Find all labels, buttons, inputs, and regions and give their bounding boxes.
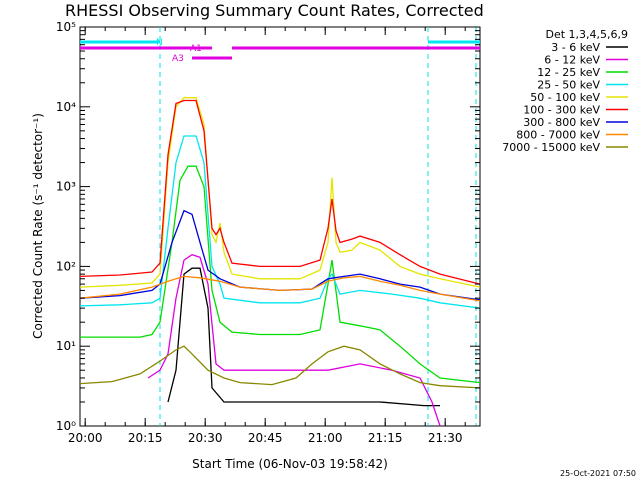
x-tick-label: 20:15	[128, 431, 163, 445]
plot-frame	[79, 26, 481, 427]
y-tick-label: 10⁰	[56, 419, 76, 433]
y-tick-label: 10³	[56, 180, 76, 194]
data-series	[79, 97, 481, 427]
legend-entry-label: 3 - 6 keV	[551, 41, 600, 54]
x-tick-label: 21:30	[428, 431, 463, 445]
series-line	[79, 209, 481, 301]
axis-ticks	[80, 26, 480, 427]
legend-entry-label: 50 - 100 keV	[530, 91, 600, 104]
x-tick-labels: 20:00 20:15 20:30 20:45 21:00 21:15 21:30	[68, 431, 463, 445]
legend-entry-label: 25 - 50 keV	[537, 79, 600, 92]
x-tick-label: 21:15	[368, 431, 403, 445]
y-tick-label: 10²	[56, 259, 76, 273]
legend-entry-label: 300 - 800 keV	[523, 116, 600, 129]
legend-entry-label: 6 - 12 keV	[544, 54, 600, 67]
series-line	[167, 267, 440, 407]
flag-bar-label: A3	[172, 54, 184, 64]
series-line	[79, 135, 481, 309]
y-axis-label: Corrected Count Rate (s⁻¹ detector⁻¹)	[31, 113, 45, 339]
flag-bar-label: N	[156, 38, 163, 48]
plot-area: N A1 A3	[79, 26, 481, 427]
legend-entry-label: 12 - 25 keV	[537, 66, 600, 79]
x-tick-label: 20:45	[248, 431, 283, 445]
series-line	[147, 253, 441, 427]
legend-title: Det 1,3,4,5,6,9	[545, 28, 628, 41]
y-tick-label: 10⁴	[56, 100, 76, 114]
y-tick-label: 10⁵	[56, 20, 76, 34]
footer-date: 25-Oct-2021 07:50	[560, 469, 636, 478]
x-tick-label: 21:00	[308, 431, 343, 445]
x-axis-label: Start Time (06-Nov-03 19:58:42)	[192, 457, 388, 471]
legend-entry-label: 100 - 300 keV	[523, 104, 600, 117]
flag-vertical-lines	[159, 27, 477, 426]
series-line	[79, 99, 481, 285]
flag-bar-label: A1	[190, 44, 202, 54]
series-line	[79, 275, 481, 302]
series-line	[79, 345, 481, 389]
flag-bars: N A1 A3	[80, 38, 480, 64]
x-tick-label: 20:00	[68, 431, 103, 445]
x-tick-label: 20:30	[188, 431, 223, 445]
legend-entry-label: 7000 - 15000 keV	[502, 141, 600, 154]
series-line	[79, 97, 481, 288]
y-tick-labels: 10⁰ 10¹ 10² 10³ 10⁴ 10⁵	[56, 20, 76, 433]
series-line	[80, 165, 481, 384]
chart-title: RHESSI Observing Summary Count Rates, Co…	[65, 1, 484, 20]
legend-entry-label: 800 - 7000 keV	[516, 129, 600, 142]
y-tick-label: 10¹	[56, 339, 76, 353]
